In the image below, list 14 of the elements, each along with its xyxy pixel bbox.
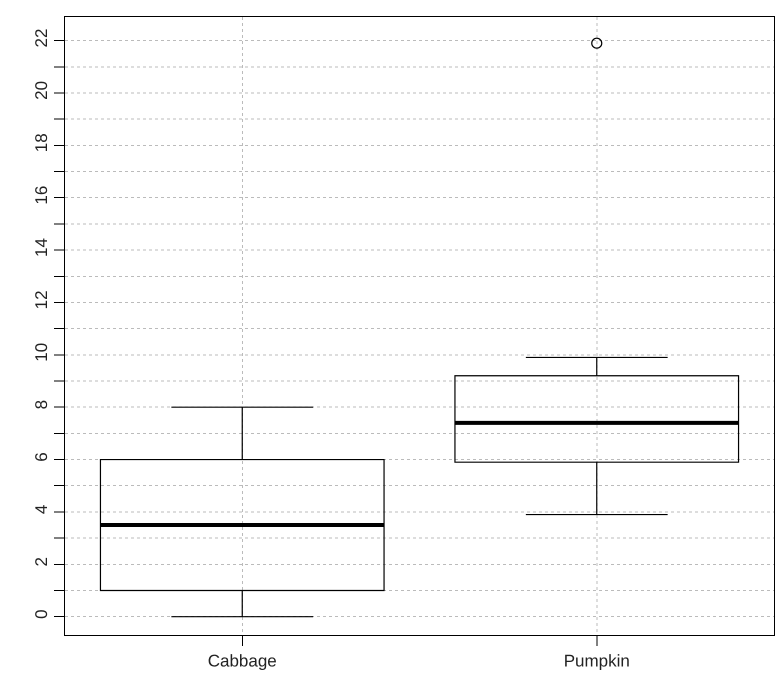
y-tick-label: 16 <box>32 186 52 205</box>
y-tick-label: 14 <box>32 238 52 257</box>
x-tick-label: Pumpkin <box>564 651 630 670</box>
y-tick-label: 4 <box>32 504 52 514</box>
y-tick-label: 6 <box>32 452 52 462</box>
y-tick-label: 12 <box>32 290 52 310</box>
y-tick-label: 10 <box>32 342 52 362</box>
y-tick-label: 20 <box>32 80 52 100</box>
y-tick-label: 8 <box>32 400 52 410</box>
x-tick-label: Cabbage <box>208 651 277 670</box>
y-tick-label: 2 <box>32 557 52 566</box>
y-tick-label: 22 <box>32 28 52 48</box>
y-tick-label: 18 <box>32 133 52 152</box>
y-tick-label: 0 <box>32 609 52 619</box>
